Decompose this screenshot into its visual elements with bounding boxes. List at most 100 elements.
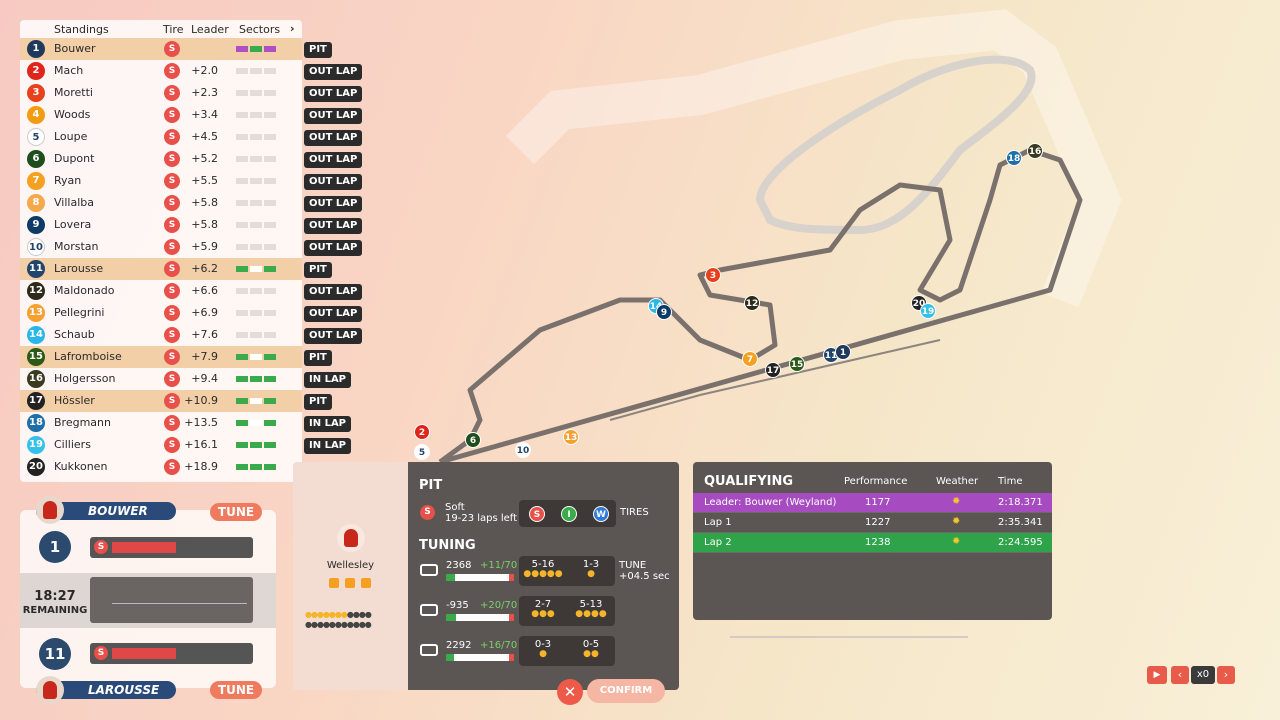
tuning-icon: [420, 604, 438, 616]
range-label: 0-5: [582, 639, 600, 650]
play-button[interactable]: ▶: [1147, 666, 1167, 684]
tire-icon: S: [164, 63, 180, 79]
sector: [264, 288, 276, 294]
position-badge: 1: [39, 531, 71, 563]
driver-name: Cilliers: [54, 438, 91, 451]
sector: [250, 222, 262, 228]
position-badge: 17: [27, 392, 45, 410]
driver-name: Bouwer: [54, 42, 96, 55]
sector: [236, 112, 248, 118]
header-time: Time: [998, 476, 1023, 487]
gap: +4.5: [191, 130, 218, 143]
tire-option[interactable]: S: [529, 506, 545, 522]
map-marker: 13: [563, 429, 579, 445]
status-pill: OUT LAP: [304, 174, 363, 190]
tire-icon: S: [164, 41, 180, 57]
position-badge: 16: [27, 370, 45, 388]
map-marker: 16: [1027, 143, 1043, 159]
sector: [236, 244, 248, 250]
qualifying-row: [693, 493, 1052, 513]
map-marker: 12: [744, 295, 760, 311]
faster-button[interactable]: ›: [1217, 666, 1235, 684]
driver-tag: BOUWER: [36, 502, 176, 520]
sector: [236, 420, 248, 426]
lap-label: Leader: Bouwer (Weyland): [704, 497, 837, 508]
sector: [236, 200, 248, 206]
tuning-bar: [446, 614, 514, 621]
tune-button[interactable]: TUNE: [210, 503, 262, 521]
sector: [236, 68, 248, 74]
sector: [236, 376, 248, 382]
header-leader: Leader: [191, 23, 229, 36]
cancel-button[interactable]: ✕: [557, 679, 583, 705]
map-marker: 6: [465, 432, 481, 448]
gap: +6.2: [191, 262, 218, 275]
rating-square: [329, 578, 339, 588]
row-highlight: [20, 258, 302, 280]
tuning-fill: [446, 574, 456, 581]
driver-name: Ryan: [54, 174, 82, 187]
tuning-fill: [446, 654, 454, 661]
sector: [264, 354, 276, 360]
tire-option[interactable]: I: [561, 506, 577, 522]
map-marker: 1: [835, 344, 851, 360]
tire-icon: S: [164, 261, 180, 277]
status-pill: OUT LAP: [304, 86, 363, 102]
range-label: 1-3: [582, 559, 600, 570]
sector: [264, 244, 276, 250]
expand-arrow[interactable]: ›: [290, 22, 295, 35]
avatar: [337, 524, 365, 552]
qualifying-title: QUALIFYING: [704, 474, 794, 489]
gap: +6.6: [191, 284, 218, 297]
position-badge: 7: [27, 172, 45, 190]
status-pill: IN LAP: [304, 416, 352, 432]
range-box: [519, 636, 615, 666]
sector: [250, 112, 262, 118]
confirm-button[interactable]: CONFIRM: [587, 679, 665, 703]
driver-name: Bregmann: [54, 416, 111, 429]
tire-option[interactable]: W: [593, 506, 609, 522]
tuning-value: 2292: [446, 640, 472, 651]
sector: [250, 376, 262, 382]
weather-icon: ✹: [952, 516, 961, 527]
pit-lane: [609, 339, 941, 421]
sector: [236, 178, 248, 184]
sector: [250, 464, 262, 470]
tire-icon: S: [164, 305, 180, 321]
map-marker: 17: [765, 362, 781, 378]
gap: +2.0: [191, 64, 218, 77]
weather-icon: ✹: [952, 536, 961, 547]
status-pill: OUT LAP: [304, 328, 363, 344]
header-sectors: Sectors: [239, 23, 281, 36]
sector: [264, 68, 276, 74]
tire-icon: S: [94, 646, 108, 660]
tune-button[interactable]: TUNE: [210, 681, 262, 699]
avatar: [36, 496, 64, 524]
slower-button[interactable]: ‹: [1171, 666, 1189, 684]
sector: [236, 134, 248, 140]
tire-icon: S: [164, 107, 180, 123]
sector: [250, 156, 262, 162]
gap: +6.9: [191, 306, 218, 319]
status-pill: OUT LAP: [304, 152, 363, 168]
tire-icon: S: [164, 195, 180, 211]
tire-bar: S: [90, 537, 253, 558]
driver-name: Woods: [54, 108, 91, 121]
clock-label: REMAINING: [22, 605, 88, 616]
tuning-delta: +20/70: [480, 600, 518, 611]
clock: 18:27: [34, 589, 76, 604]
sector: [264, 156, 276, 162]
position-badge: 5: [27, 128, 45, 146]
driver-name: Kukkonen: [54, 460, 108, 473]
range-dots: ●●●●: [575, 609, 607, 619]
range-dots: ●●: [583, 649, 599, 659]
lap-label: Lap 1: [704, 517, 732, 528]
tuning-limit: [509, 654, 514, 661]
tire-icon: S: [164, 85, 180, 101]
qualifying-row: [693, 533, 1052, 553]
sector: [236, 332, 248, 338]
position-badge: 18: [27, 414, 45, 432]
position-badge: 11: [27, 260, 45, 278]
sector: [236, 222, 248, 228]
